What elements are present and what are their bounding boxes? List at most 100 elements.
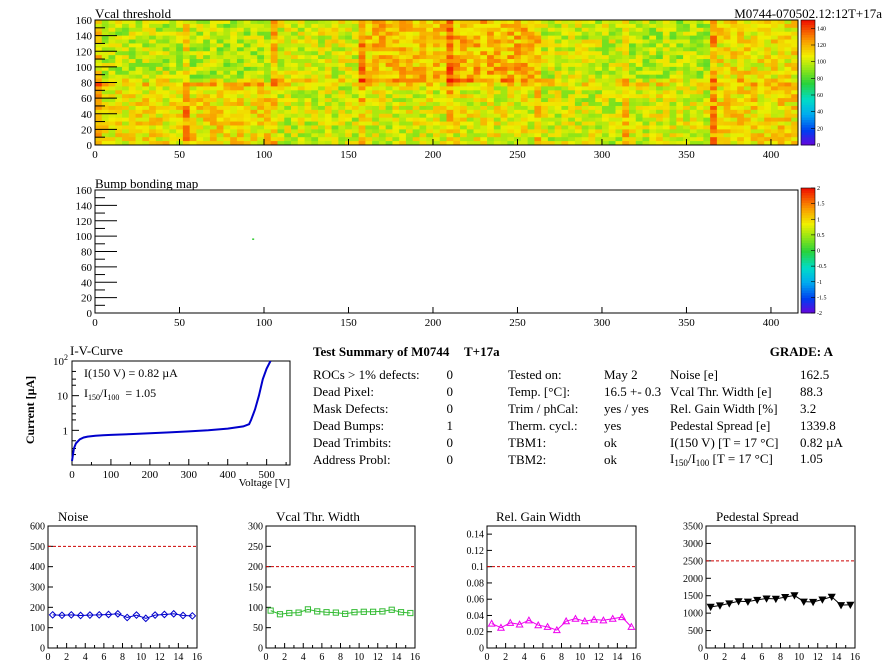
heatmap-cell (277, 90, 285, 95)
heatmap-cell (608, 70, 616, 76)
heatmap-cell (331, 113, 339, 119)
heatmap-cell (764, 137, 772, 142)
heatmap-cell (378, 137, 387, 142)
heatmap-cell (432, 55, 441, 60)
heatmap-cell (635, 121, 643, 126)
heatmap-cell (257, 55, 265, 60)
heatmap-cell (297, 78, 305, 83)
heatmap-cell (149, 27, 157, 33)
heatmap-cell (629, 141, 637, 146)
colorbar-segment (801, 107, 815, 111)
heatmap-cell (142, 102, 150, 107)
heatmap-cell (318, 55, 326, 60)
x-tick-label: 12 (594, 652, 604, 663)
heatmap-cell (358, 23, 366, 29)
heatmap-cell (162, 141, 170, 146)
heatmap-cell (629, 31, 637, 37)
heatmap-cell (372, 141, 380, 146)
heatmap-cell (149, 90, 157, 95)
heatmap-cell (588, 98, 596, 103)
heatmap-cell (439, 133, 447, 138)
heatmap-cell (378, 59, 387, 64)
colorbar-segment (801, 85, 815, 88)
heatmap-cell (331, 121, 339, 126)
x-tick-label: 300 (181, 469, 198, 481)
colorbar-segment (801, 228, 815, 231)
heatmap-cell (162, 66, 170, 72)
heatmap-cell (784, 105, 792, 111)
heatmap-cell (270, 27, 278, 33)
heatmap-cell (710, 47, 718, 52)
heatmap-cell (297, 27, 305, 33)
heatmap-cell (547, 137, 556, 142)
heatmap-cell (453, 133, 461, 138)
heatmap-cell (250, 141, 258, 146)
heatmap-cell (291, 82, 299, 87)
heatmap-cell (236, 78, 245, 83)
heatmap-cell (236, 62, 245, 68)
heatmap-cell (277, 102, 285, 107)
heatmap-cell (263, 70, 272, 76)
heatmap-cell (101, 133, 109, 138)
heatmap-cell (554, 113, 562, 119)
heatmap-cell (608, 109, 616, 115)
y-tick-label: 300 (30, 583, 45, 594)
heatmap-cell (676, 78, 684, 83)
heatmap-cell (419, 141, 427, 146)
heatmap-cell (568, 59, 576, 64)
data-point (836, 602, 846, 610)
colorbar-segment (801, 285, 815, 289)
heatmap-cell (750, 117, 758, 122)
heatmap-cell (561, 62, 569, 68)
heatmap-cell (331, 117, 339, 122)
heatmap-cell (318, 47, 326, 52)
heatmap-cell (737, 98, 745, 103)
heatmap-cell (710, 78, 718, 83)
heatmap-cell (122, 105, 130, 111)
heatmap-cell (662, 59, 670, 64)
summary-defect-label: Dead Bumps: (313, 418, 384, 433)
heatmap-cell (710, 55, 718, 60)
heatmap-cell (473, 133, 481, 138)
heatmap-cell (162, 117, 170, 122)
heatmap-cell (236, 82, 245, 87)
heatmap-cell (311, 39, 319, 44)
heatmap-cell (250, 55, 258, 60)
heatmap-cell (601, 23, 610, 29)
heatmap-cell (601, 51, 610, 56)
heatmap-cell (176, 94, 184, 99)
heatmap-cell (588, 141, 596, 146)
colorbar-segment (801, 200, 815, 204)
heatmap-cell (581, 27, 589, 33)
gain-width-panel: Rel. Gain Width 0 2 4 6 8 10 12 14 1600.020.040.… (467, 509, 642, 663)
colorbar-label: 20 (817, 126, 823, 132)
heatmap-cell (520, 66, 529, 72)
heatmap-cell (291, 74, 299, 79)
summary-condition-label: Temp. [°C]: (508, 384, 570, 399)
heatmap-cell (135, 27, 143, 33)
heatmap-cell (378, 105, 387, 111)
heatmap-cell (574, 86, 583, 91)
heatmap-cell (527, 105, 535, 111)
heatmap-cell (128, 121, 136, 126)
heatmap-cell (574, 90, 583, 95)
colorbar-segment (801, 260, 815, 264)
heatmap-cell (263, 90, 272, 95)
heatmap-cell (574, 78, 583, 83)
x-tick-label: 12 (155, 652, 165, 663)
heatmap-cell (534, 90, 542, 95)
colorbar-segment (801, 82, 815, 86)
heatmap-cell (676, 125, 684, 130)
heatmap-cell (277, 55, 285, 60)
heatmap-cell (439, 31, 447, 37)
heatmap-cell (547, 133, 556, 138)
colorbar-segment (801, 300, 815, 304)
heatmap-cell (487, 66, 495, 72)
heatmap-cell (189, 59, 197, 64)
heatmap-cell (162, 31, 170, 37)
heatmap-cell (541, 55, 549, 60)
heatmap-cell (791, 129, 799, 134)
heatmap-cell (230, 55, 238, 60)
heatmap-cell (250, 117, 258, 122)
